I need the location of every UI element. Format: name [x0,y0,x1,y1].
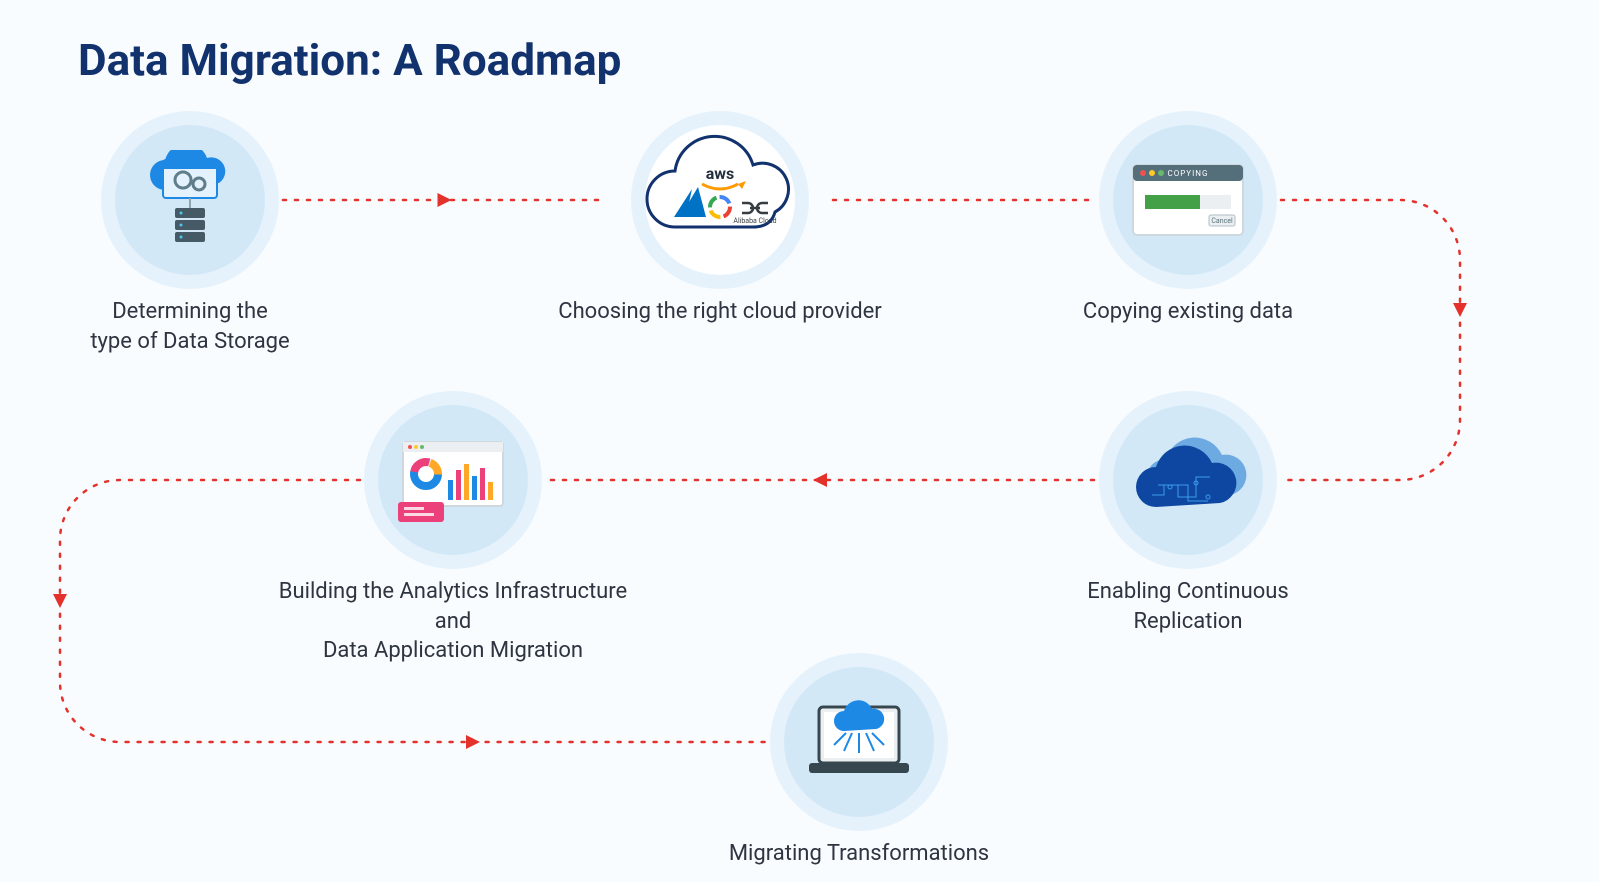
replication-icon [1113,405,1263,555]
analytics-icon [378,405,528,555]
node-provider: aws Alibaba Cloud Choosing the right clo… [540,125,900,327]
node-copying: COPYING Cancel Copying existing data [1008,125,1368,327]
node-storage-label: Determining the type of Data Storage [10,297,370,356]
node-provider-label: Choosing the right cloud provider [540,297,900,327]
node-replication: Enabling Continuous Replication [1008,405,1368,636]
alibaba-logo-text: Alibaba Cloud [733,217,776,225]
copying-icon: COPYING Cancel [1113,125,1263,275]
node-transforms-label: Migrating Transformations [679,839,1039,869]
storage-icon [115,125,265,275]
transforms-icon [784,667,934,817]
node-analytics-label: Building the Analytics Infrastructure an… [273,577,633,666]
svg-text:COPYING: COPYING [1168,169,1209,178]
provider-icon: aws Alibaba Cloud [645,125,795,275]
node-replication-label: Enabling Continuous Replication [1008,577,1368,636]
page-title: Data Migration: A Roadmap [78,34,621,86]
node-storage: Determining the type of Data Storage [10,125,370,356]
svg-text:Cancel: Cancel [1211,217,1233,225]
node-copying-label: Copying existing data [1008,297,1368,327]
node-transforms: Migrating Transformations [679,667,1039,869]
node-analytics: Building the Analytics Infrastructure an… [273,405,633,666]
aws-logo-text: aws [706,164,735,183]
